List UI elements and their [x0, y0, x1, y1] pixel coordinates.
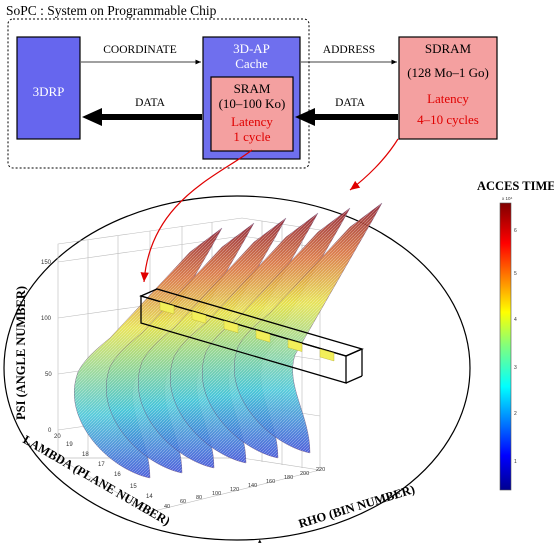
- cache-title-line1: 3D-AP: [233, 41, 270, 56]
- colorbar-tick: 6: [514, 228, 517, 234]
- cache-window-cell: [255, 329, 271, 343]
- z-tick: 50: [45, 372, 52, 378]
- rho-tick: 120: [230, 487, 239, 493]
- colorbar-tick: 2: [514, 411, 517, 417]
- coordinate-arrow: COORDINATE: [81, 44, 201, 65]
- data-label-right: DATA: [335, 97, 365, 109]
- lambda-tick: 15: [130, 484, 137, 490]
- rho-ticks: 40 60 80 100 120 140 160 180 200 220: [164, 467, 325, 510]
- cache-block: 3D-AP Cache SRAM (10–100 Ko) Latency 1 c…: [202, 36, 301, 160]
- rho-tick: 40: [164, 504, 170, 510]
- address-arrow: ADDRESS: [301, 44, 397, 65]
- cache-window-cell: [159, 301, 175, 315]
- sram-line2: (10–100 Ko): [219, 96, 286, 111]
- rho-tick: 160: [266, 479, 275, 485]
- colorbar-title: ACCES TIME: [477, 179, 554, 193]
- ribbon-mesh: [234, 203, 382, 453]
- z-tick: 150: [41, 260, 52, 266]
- cache-window-cell: [191, 311, 207, 324]
- lambda-tick: 17: [98, 462, 105, 468]
- rho-tick: 140: [248, 483, 257, 489]
- z-tick: 100: [41, 316, 52, 322]
- bottom-marker: ▴: [258, 537, 262, 545]
- cache-title-line2: Cache: [235, 56, 268, 71]
- rho-tick: 180: [284, 475, 293, 481]
- address-label: ADDRESS: [323, 44, 375, 56]
- lambda-ticks: 20 19 18 17 16 15 14: [54, 434, 153, 500]
- cache-window-box: [139, 288, 364, 384]
- rho-tick: 80: [196, 495, 202, 501]
- lambda-tick: 14: [146, 494, 153, 500]
- rho-tick: 100: [212, 491, 221, 497]
- lambda-tick: 19: [66, 442, 73, 448]
- z-axis-label: PSI (ANGLE NUMBER): [14, 286, 28, 420]
- drp-label: 3DRP: [33, 84, 65, 99]
- sram-pointer-arrow: [140, 149, 253, 283]
- data-arrow-left: DATA: [82, 97, 202, 126]
- drp-block: 3DRP: [16, 36, 81, 140]
- cache-window-cell: [287, 339, 303, 352]
- cache-window-cell: [223, 320, 239, 334]
- data-arrow-right: DATA: [295, 97, 398, 126]
- colorbar-scale: [499, 202, 512, 491]
- colorbar-tick: 1: [514, 459, 517, 465]
- ribbons: [74, 202, 383, 479]
- sram-latency-line2: 1 cycle: [233, 129, 270, 144]
- cache-window-cell: [319, 348, 335, 362]
- lambda-tick: 18: [82, 452, 89, 458]
- lambda-tick: 16: [114, 472, 121, 478]
- sram-block: SRAM (10–100 Ko) Latency 1 cycle: [210, 76, 294, 152]
- z-ticks: 150 100 50 0: [41, 260, 52, 434]
- sdram-latency-line1: Latency: [427, 91, 469, 106]
- colorbar-exponent: x 10⁴: [502, 196, 513, 201]
- sdram-pointer-arrow: [349, 138, 399, 191]
- sopc-title: SoPC : System on Programmable Chip: [6, 3, 217, 18]
- sram-line1: SRAM: [234, 81, 271, 96]
- lambda-tick: 20: [54, 434, 61, 440]
- sdram-line2: (128 Mo–1 Go): [407, 65, 489, 80]
- rho-tick: 60: [180, 499, 186, 505]
- colorbar-tick: 5: [514, 271, 517, 277]
- rho-tick: 200: [300, 471, 309, 477]
- cache-window-cells: [159, 301, 335, 362]
- colorbar-tick: 4: [514, 317, 517, 323]
- data-label-left: DATA: [135, 97, 165, 109]
- plot-ellipse: [3, 195, 471, 541]
- sopc-frame: [7, 18, 310, 169]
- rho-tick: 220: [316, 467, 325, 473]
- colorbar-tick: 3: [514, 365, 517, 371]
- sdram-block: SDRAM (128 Mo–1 Go) Latency 4–10 cycles: [398, 36, 498, 140]
- sdram-latency-line2: 4–10 cycles: [417, 112, 479, 127]
- z-tick: 0: [48, 428, 52, 434]
- sdram-line1: SDRAM: [425, 41, 472, 56]
- colorbar: ACCES TIME x 10⁴ 6 5 4 3 2 1: [477, 179, 554, 491]
- y-axis-label: RHO (BIN NUMBER): [297, 482, 417, 531]
- sram-latency-line1: Latency: [231, 114, 273, 129]
- coordinate-label: COORDINATE: [103, 44, 176, 56]
